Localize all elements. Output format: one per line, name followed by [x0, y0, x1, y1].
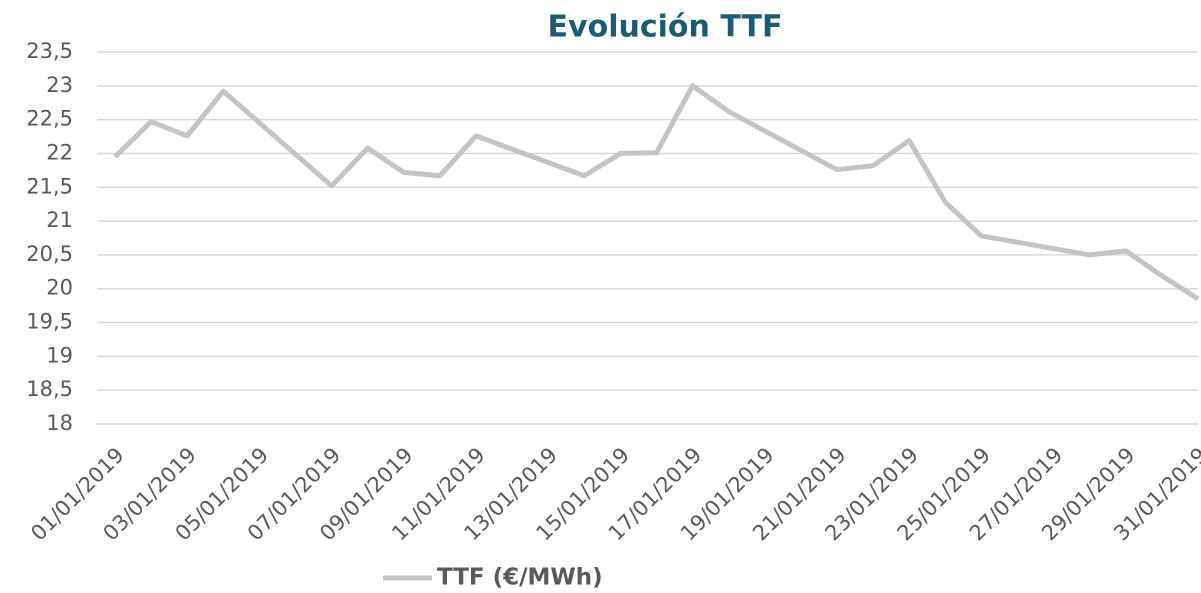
y-tick-label: 18: [46, 411, 73, 435]
y-tick-label: 19,5: [26, 310, 73, 334]
y-tick-label: 23: [46, 73, 73, 97]
legend-label: TTF (€/MWh): [437, 565, 603, 591]
y-tick-label: 20: [46, 276, 73, 300]
y-tick-label: 22,5: [26, 107, 73, 131]
y-tick-label: 21: [46, 208, 73, 232]
line: [113, 83, 1200, 301]
y-tick-label: 20,5: [26, 242, 73, 266]
y-tick-label: 19: [46, 343, 73, 367]
y-tick-label: 21,5: [26, 174, 73, 198]
chart-title: Evolución TTF: [548, 10, 783, 45]
y-tick-label: 18,5: [26, 377, 73, 401]
y-tick-label: 22: [46, 140, 73, 164]
y-tick-label: 23,5: [26, 39, 73, 63]
